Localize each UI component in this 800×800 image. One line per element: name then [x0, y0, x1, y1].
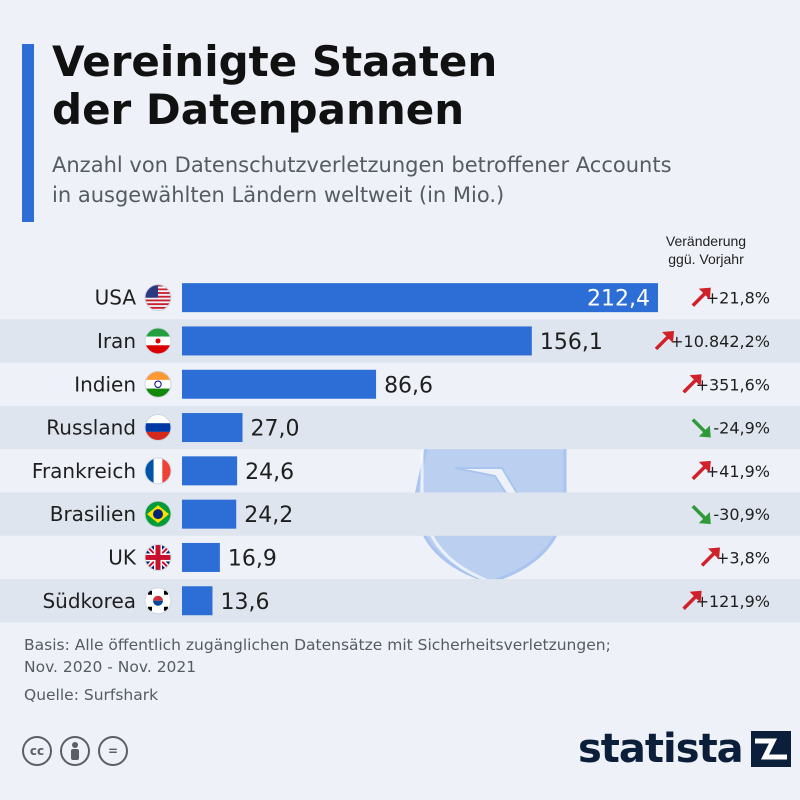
change-header-line-1: Veränderung — [665, 233, 747, 249]
creative-commons-icon[interactable]: cc — [22, 736, 52, 766]
basis-note-line-1: Basis: Alle öffentlich zugänglichen Date… — [24, 636, 611, 654]
table-row: Brasilien 24,2 -30,9% — [0, 492, 800, 536]
category-label: USA — [95, 286, 137, 310]
bar — [182, 586, 213, 616]
table-row: Russland 27,0 -24,9% — [0, 405, 800, 450]
south-korea-flag-icon — [144, 587, 172, 615]
nd-label: = — [107, 744, 119, 758]
category-label: Brasilien — [50, 502, 136, 526]
logo-text: statista — [578, 726, 744, 772]
change-label: -24,9% — [713, 419, 770, 438]
arrow-up-icon — [682, 374, 702, 394]
change-label: +21,8% — [706, 289, 770, 308]
change-label: +351,6% — [696, 375, 770, 394]
change-header-line-2: ggü. Vorjahr — [668, 251, 744, 267]
category-label: Iran — [97, 329, 136, 353]
uk-flag-icon — [144, 543, 172, 571]
subtitle: Anzahl von Datenschutzverletzungen betro… — [52, 150, 792, 210]
arrow-up-icon — [691, 287, 711, 307]
basis-note-line-2: Nov. 2020 - Nov. 2021 — [24, 658, 197, 676]
bar — [182, 369, 377, 399]
brazil-flag-icon — [144, 500, 172, 528]
table-row: Südkorea 13,6 +121,9% — [0, 579, 800, 623]
license-icons: cc = — [22, 736, 128, 766]
attribution-icon[interactable] — [60, 736, 90, 766]
bar — [182, 456, 238, 486]
value-label: 16,9 — [228, 546, 277, 571]
row-stripe — [0, 492, 800, 536]
value-label: 156,1 — [540, 330, 603, 355]
table-row: Indien 86,6 +351,6% — [74, 369, 770, 399]
russia-flag-icon — [144, 414, 172, 442]
arrow-up-icon — [691, 460, 711, 481]
france-flag-icon — [144, 457, 172, 485]
person-icon — [71, 742, 79, 760]
value-label: 27,0 — [251, 417, 300, 442]
change-label: +10.842,2% — [670, 332, 770, 351]
page-title: Vereinigte Staaten der Datenpannen — [52, 38, 772, 134]
subtitle-line-1: Anzahl von Datenschutzverletzungen betro… — [52, 153, 672, 177]
change-label: +41,9% — [706, 462, 770, 481]
arrow-down-icon — [691, 418, 711, 438]
cc-label: cc — [29, 744, 45, 758]
value-label: 24,2 — [244, 503, 293, 528]
india-flag-icon — [144, 370, 172, 398]
title-line-2: der Datenpannen — [52, 85, 465, 134]
table-row: Frankreich 24,6 +41,9% — [32, 456, 770, 486]
value-label: 24,6 — [245, 460, 294, 485]
table-row: Iran 156,1 +10.842,2% — [0, 319, 800, 363]
us-flag-icon — [144, 284, 172, 312]
category-label: UK — [108, 545, 137, 569]
change-label: +121,9% — [696, 592, 770, 611]
change-label: +3,8% — [716, 548, 770, 567]
title-line-1: Vereinigte Staaten — [52, 37, 498, 86]
arrow-up-icon — [700, 547, 720, 567]
table-row: USA 212,4 +21,8% — [95, 283, 770, 313]
arrow-up-icon — [682, 590, 702, 610]
footer: Basis: Alle öffentlich zugänglichen Date… — [24, 634, 764, 706]
statista-logo[interactable]: statista — [578, 724, 791, 774]
iran-flag-icon — [144, 327, 172, 355]
no-derivatives-icon[interactable]: = — [98, 736, 128, 766]
change-column-header: Veränderung ggü. Vorjahr — [640, 232, 772, 268]
category-label: Frankreich — [32, 459, 136, 483]
category-label: Südkorea — [42, 589, 136, 613]
table-row: UK 16,9 +3,8% — [108, 542, 770, 572]
source-note: Quelle: Surfshark — [24, 686, 159, 704]
bar — [182, 283, 658, 313]
value-label: 212,4 — [587, 287, 650, 312]
arrow-up-icon — [654, 330, 674, 351]
statista-logo-icon — [750, 731, 791, 767]
row-stripe — [0, 405, 800, 450]
row-stripe — [0, 579, 800, 623]
bar — [182, 542, 220, 572]
category-label: Russland — [46, 416, 136, 440]
title-accent-bar — [22, 44, 34, 222]
subtitle-line-2: in ausgewählten Ländern weltweit (in Mio… — [52, 183, 505, 207]
bar — [182, 499, 237, 529]
value-label: 13,6 — [220, 590, 269, 615]
arrow-down-icon — [691, 504, 711, 525]
bar — [182, 413, 243, 443]
change-label: -30,9% — [713, 505, 770, 524]
bar — [182, 326, 532, 356]
value-label: 86,6 — [384, 373, 433, 398]
category-label: Indien — [74, 372, 136, 396]
